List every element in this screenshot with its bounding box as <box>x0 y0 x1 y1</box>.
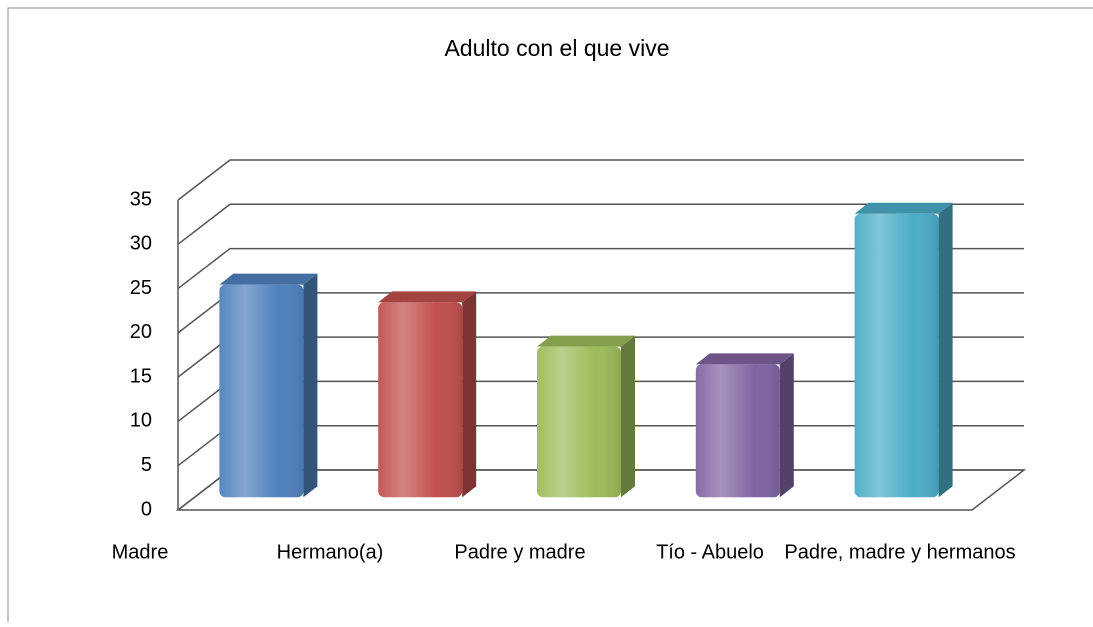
grid-line <box>177 159 1024 201</box>
bar-shine <box>537 346 621 498</box>
y-tick-label: 20 <box>130 321 152 343</box>
x-tick-label: Hermano(a) <box>277 541 384 563</box>
bar-top <box>378 291 477 303</box>
y-tick-label: 0 <box>141 498 152 520</box>
grid-line <box>177 203 1024 245</box>
bar-top <box>219 273 318 285</box>
bar-side <box>462 291 477 498</box>
y-tick-label: 25 <box>130 277 152 299</box>
x-tick-label: Padre y madre <box>454 541 585 563</box>
chart-title: Adulto con el que vive <box>444 35 669 61</box>
bar-top <box>854 202 953 214</box>
x-tick-label: Padre, madre y hermanos <box>784 541 1015 563</box>
x-tick-label: Tío - Abuelo <box>656 541 764 563</box>
bar-side <box>938 202 953 498</box>
bar-side <box>779 353 794 498</box>
y-tick-label: 10 <box>130 410 152 432</box>
bar-top <box>695 353 794 365</box>
bar-shine <box>378 302 463 498</box>
y-tick-label: 15 <box>130 365 152 387</box>
bar-side <box>303 273 318 498</box>
y-tick-label: 5 <box>141 454 152 476</box>
bar-shine <box>695 364 780 498</box>
grid-line <box>177 247 1024 290</box>
bar-shine <box>219 284 304 498</box>
bar-top <box>537 335 635 347</box>
y-tick-label: 35 <box>130 188 152 210</box>
y-tick-label: 30 <box>130 233 152 255</box>
x-tick-label: Madre <box>112 541 169 563</box>
bar-shine <box>854 213 939 498</box>
bar-side <box>621 335 635 498</box>
